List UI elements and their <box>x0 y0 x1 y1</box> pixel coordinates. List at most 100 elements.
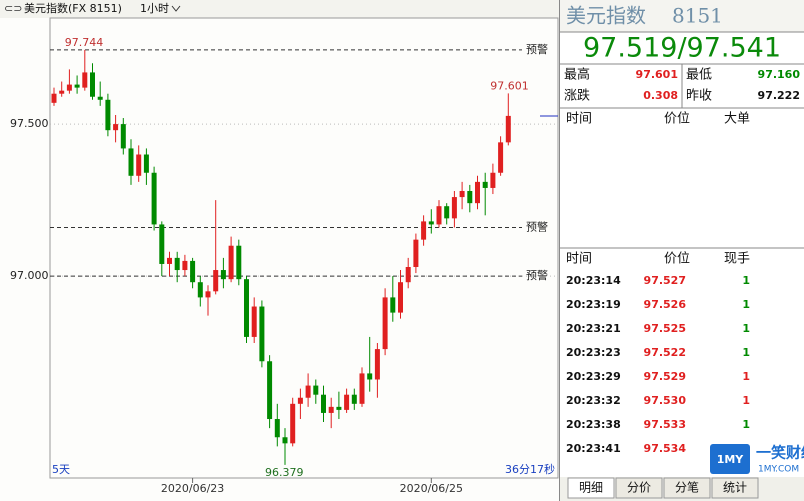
candle-body <box>151 172 157 225</box>
candle-body <box>274 419 280 438</box>
candle-body <box>490 172 496 188</box>
period[interactable]: 1小时 <box>140 2 169 15</box>
candle-body <box>451 197 457 219</box>
watermark-name: 一笑财经 <box>756 444 804 462</box>
candle-body <box>428 221 434 225</box>
candle-body <box>59 90 65 94</box>
tick-price: 97.522 <box>644 346 686 359</box>
candle-body <box>143 154 149 173</box>
tick-time: 20:23:29 <box>566 370 621 383</box>
tab[interactable] <box>711 477 759 499</box>
candle-body <box>367 373 373 380</box>
tick-time: 20:23:19 <box>566 298 621 311</box>
quote-panel-svg: 美元指数 8151 97.519/97.541 最高 97.601 最低 97.160… <box>560 0 804 501</box>
candle-body <box>190 260 196 283</box>
candle-body <box>128 148 134 176</box>
candle-body <box>344 394 350 410</box>
dropdown-arrow[interactable] <box>171 5 181 12</box>
candle-body <box>436 206 442 225</box>
candle-body <box>236 245 242 280</box>
candle-body <box>97 96 103 100</box>
candle-body <box>359 373 365 404</box>
table-header: 价位 <box>664 112 690 127</box>
range-label[interactable]: 5天 <box>52 463 70 476</box>
tab-label[interactable]: 统计 <box>723 481 747 495</box>
candle-body <box>205 291 211 298</box>
candle-body <box>459 190 465 198</box>
table-header: 现手 <box>724 252 750 267</box>
stat-label: 昨收 <box>686 89 712 104</box>
tick-time: 20:23:41 <box>566 442 621 455</box>
candle-body <box>213 270 219 292</box>
tick-price: 97.529 <box>644 370 686 383</box>
table-header: 时间 <box>566 112 592 127</box>
stat-label: 最低 <box>686 68 712 83</box>
candle-body <box>120 124 126 149</box>
tick-price: 97.527 <box>644 274 686 287</box>
candle-body <box>444 206 450 219</box>
tick-time: 20:23:32 <box>566 394 621 407</box>
quote-header <box>560 0 804 32</box>
tick-price: 97.530 <box>644 394 687 407</box>
high-label: 97.744 <box>65 36 104 49</box>
tick-price: 97.525 <box>644 322 686 335</box>
tick-time: 20:23:38 <box>566 418 621 431</box>
candle-body <box>498 142 504 173</box>
candle-body <box>405 267 411 283</box>
symbol-icon: ⊂⊃ <box>4 2 22 15</box>
alert-label: 预警 <box>526 219 548 233</box>
tab[interactable] <box>615 477 663 499</box>
candle-body <box>259 306 265 362</box>
stat-value: 97.601 <box>636 68 678 81</box>
tick-volume: 1 <box>742 298 750 311</box>
candle-body <box>374 349 380 380</box>
candle-body <box>167 257 172 264</box>
candle-body <box>51 93 57 103</box>
table-header: 时间 <box>566 252 592 267</box>
table-header: 价位 <box>664 252 690 267</box>
tick-volume: 1 <box>742 322 750 335</box>
candle-body <box>482 181 488 188</box>
tick-volume: 1 <box>742 346 750 359</box>
candle-body <box>475 181 480 204</box>
alert-label: 预警 <box>526 268 548 282</box>
tab[interactable] <box>567 477 615 499</box>
quote-panel: 美元指数 8151 97.519/97.541 最高 97.601 最低 97.160… <box>559 0 804 501</box>
last-high-label: 97.601 <box>490 79 529 92</box>
candle-body <box>220 270 226 280</box>
tab-label[interactable]: 分笔 <box>675 480 699 495</box>
stat-value: 97.222 <box>758 89 800 102</box>
tick-volume: 1 <box>742 418 750 431</box>
symbol[interactable]: 美元指数(FX 8151) <box>24 1 122 15</box>
candle-body <box>398 282 403 313</box>
candle-body <box>467 190 473 204</box>
stat-label: 涨跌 <box>564 88 590 104</box>
stat-value: 0.308 <box>643 89 678 102</box>
x-tick-label: 2020/06/23 <box>161 482 224 495</box>
watermark-site: 1MY.COM <box>758 465 799 475</box>
stat-value: 97.160 <box>758 68 801 81</box>
tick-time: 20:23:14 <box>566 274 621 287</box>
candle-body <box>182 260 188 271</box>
quote-price: 97.519/97.541 <box>583 33 781 64</box>
candle-body <box>421 221 427 240</box>
candle-body <box>351 394 357 404</box>
plot-frame <box>49 17 559 479</box>
tick-time: 20:23:21 <box>566 322 621 335</box>
candle-body <box>82 72 88 88</box>
tab[interactable] <box>663 477 711 499</box>
tab-label[interactable]: 分价 <box>627 481 651 495</box>
candle-body <box>413 239 419 268</box>
x-tick-label: 2020/06/25 <box>400 482 463 495</box>
candle-body <box>244 279 249 337</box>
candle-body <box>66 84 72 91</box>
tab-label[interactable]: 明细 <box>579 481 603 495</box>
candle-body <box>505 115 511 143</box>
table-header: 大单 <box>724 112 750 127</box>
candle-body <box>290 403 296 444</box>
candle-body <box>267 361 273 420</box>
tick-price: 97.534 <box>644 442 687 455</box>
candle-body <box>282 437 288 444</box>
tick-volume: 1 <box>742 274 750 287</box>
y-tick-label: 97.500 <box>10 117 49 130</box>
